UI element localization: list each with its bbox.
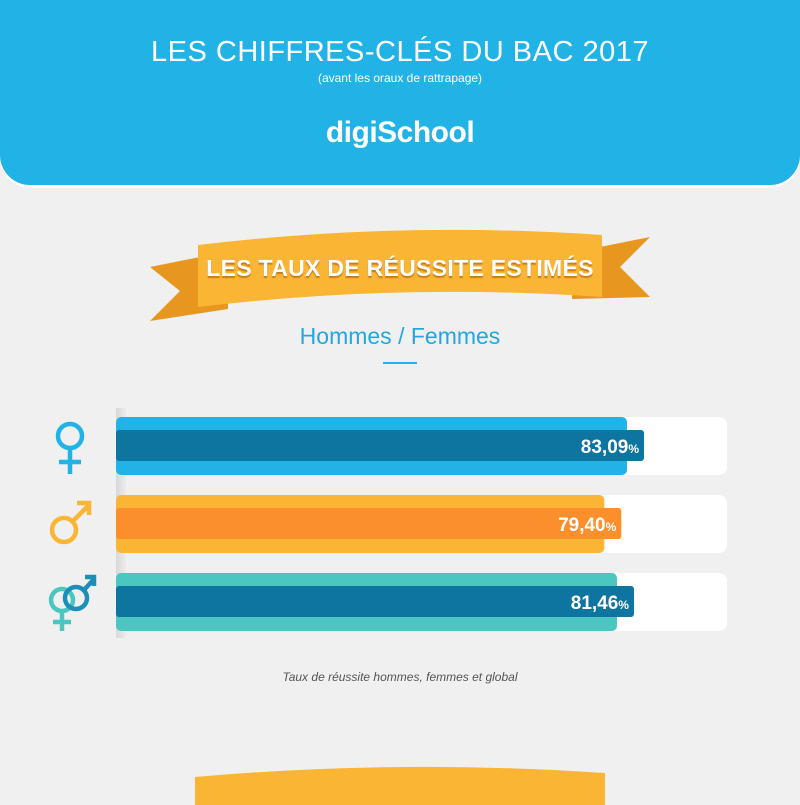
mixed-icon-male-ring: [62, 584, 90, 612]
data-label: 79,40%: [558, 515, 617, 536]
header-banner: LES CHIFFRES-CLÉS DU BAC 2017 (avant les…: [0, 0, 800, 185]
page-title: LES CHIFFRES-CLÉS DU BAC 2017: [151, 36, 649, 68]
male-icon: [49, 515, 79, 545]
mixed-icon-arrow: [85, 574, 97, 586]
male-icon-arrow: [77, 500, 92, 515]
male-icon-shaft: [71, 503, 91, 523]
female-icon: [55, 421, 85, 451]
subheading-divider: [383, 362, 417, 364]
bar-inner: [116, 508, 622, 539]
page-subtitle: (avant les oraux de rattrapage): [317, 71, 483, 85]
bar-inner: [116, 430, 644, 461]
data-label: 81,46%: [571, 593, 630, 614]
section-subheading: Hommes / Femmes: [299, 323, 501, 349]
next-section-ribbon: [195, 766, 605, 805]
data-label: 83,09%: [581, 437, 640, 458]
chart-caption: Taux de réussite hommes, femmes et globa…: [282, 670, 518, 684]
brand-logo: digiSchool: [325, 116, 475, 149]
section-banner-text: LES TAUX DE RÉUSSITE ESTIMÉS: [206, 255, 594, 281]
section-ribbon: [150, 229, 650, 321]
bar-inner: [116, 586, 634, 617]
